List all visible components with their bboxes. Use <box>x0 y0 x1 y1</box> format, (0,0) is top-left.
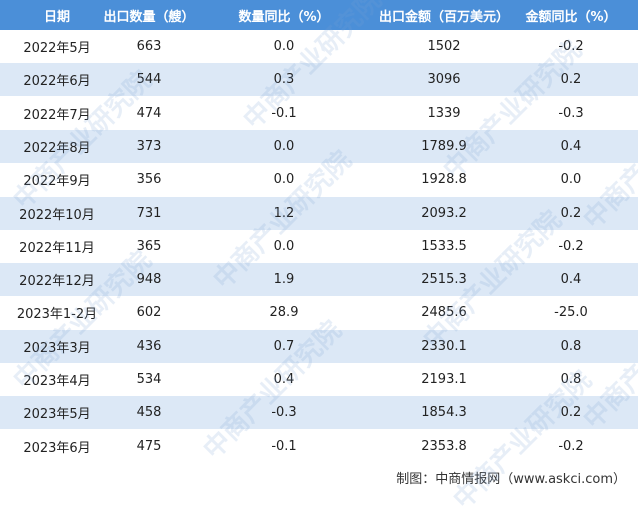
table-cell: 534 <box>136 372 162 387</box>
table-row: 2023年3月 436 0.7 2330.1 0.8 <box>0 329 638 363</box>
table-row: 2022年9月 356 0.0 1928.8 0.0 <box>0 163 638 196</box>
table-row: 2022年8月 373 0.0 1789.9 0.4 <box>0 129 638 163</box>
table-cell: 0.2 <box>560 72 582 88</box>
table-row: 2022年10月 731 1.2 2093.2 0.2 <box>0 196 638 230</box>
table-row: 2023年1-2月 602 28.9 2485.6 -25.0 <box>0 296 638 329</box>
table-cell: -0.1 <box>271 438 297 454</box>
table-cell: 0.0 <box>560 172 582 188</box>
table-cell: 0.4 <box>560 272 582 288</box>
table-cell: -0.2 <box>558 39 584 54</box>
table-cell: 544 <box>136 72 162 88</box>
table-cell: 474 <box>136 105 162 121</box>
table-cell: 2022年6月 <box>23 74 91 90</box>
table-cell: 0.2 <box>560 205 582 221</box>
table-cell: 2022年9月 <box>23 174 91 190</box>
table-cell: 0.4 <box>273 372 295 387</box>
table-cell: 731 <box>136 205 162 221</box>
table-cell: 602 <box>136 305 162 321</box>
table-cell: 0.8 <box>560 372 582 387</box>
table-cell: 0.7 <box>273 338 295 354</box>
table-cell: 2023年4月 <box>23 374 91 389</box>
table-cell: 2022年11月 <box>19 240 95 256</box>
table-cell: 0.0 <box>273 138 295 154</box>
table-cell: 373 <box>136 138 162 154</box>
table-cell: -0.2 <box>558 438 584 454</box>
table-cell: 356 <box>136 172 162 188</box>
header-cell: 金额同比（%） <box>525 9 617 25</box>
table-cell: 2022年10月 <box>19 207 95 223</box>
table-cell: -0.3 <box>271 405 297 421</box>
table-cell: 2023年3月 <box>23 340 91 356</box>
table-cell: 0.2 <box>560 405 582 421</box>
header-cell: 日期 <box>43 9 70 25</box>
table-row: 2022年7月 474 -0.1 1339 -0.3 <box>0 97 638 130</box>
table-cell: -0.1 <box>271 105 297 121</box>
table-row: 2023年6月 475 -0.1 2353.8 -0.2 <box>0 430 638 463</box>
table-cell: 0.0 <box>273 238 295 254</box>
table-cell: 948 <box>136 272 162 288</box>
table-cell: 2515.3 <box>421 272 467 288</box>
table-cell: 1339 <box>427 105 461 121</box>
table-cell: 1789.9 <box>421 138 467 154</box>
header-cell: 出口金额（百万美元） <box>379 9 510 25</box>
table-cell: 2353.8 <box>421 438 467 454</box>
table-cell: 2193.1 <box>421 372 467 387</box>
table-cell: 2330.1 <box>421 338 467 354</box>
table-cell: 2022年12月 <box>19 274 95 290</box>
table-cell: 0.4 <box>560 138 582 154</box>
table-row: 2023年5月 458 -0.3 1854.3 0.2 <box>0 396 638 430</box>
table-cell: 1854.3 <box>421 405 467 421</box>
table-cell: 2022年7月 <box>23 107 91 123</box>
table-row: 2022年6月 544 0.3 3096 0.2 <box>0 63 638 97</box>
table-cell: 1928.8 <box>421 172 467 188</box>
header-cell: 出口数量（艘） <box>103 9 195 25</box>
table-cell: 2023年5月 <box>23 407 91 423</box>
table-cell: 2022年8月 <box>23 140 91 156</box>
table-cell: 436 <box>136 338 162 354</box>
table-cell: 2023年1-2月 <box>16 307 98 323</box>
table-cell: 1.2 <box>273 205 295 221</box>
table-cell: 365 <box>136 238 162 254</box>
table-cell: 458 <box>136 405 162 421</box>
table-cell: 475 <box>136 438 162 454</box>
table-cell: 2023年6月 <box>23 440 91 456</box>
table-row: 2022年12月 948 1.9 2515.3 0.4 <box>0 263 638 297</box>
table-cell: 0.3 <box>273 72 295 88</box>
table-cell: 2485.6 <box>421 305 467 321</box>
header-row: 日期 出口数量（艘） 数量同比（%） 出口金额（百万美元） 金额同比（%） <box>0 0 638 30</box>
table-cell: 0.0 <box>273 172 295 188</box>
table-cell: 2022年5月 <box>23 41 91 56</box>
table-cell: 0.8 <box>560 338 582 354</box>
table-cell: 1.9 <box>273 272 295 288</box>
table-row: 2022年5月 663 0.0 1502 -0.2 <box>0 30 638 63</box>
footer: 制图：中商情报网（www.askci.com） <box>396 472 626 487</box>
table-cell: 1533.5 <box>421 238 467 254</box>
table-cell: -0.2 <box>558 238 584 254</box>
table-cell: 0.0 <box>273 39 295 54</box>
table-cell: -0.3 <box>558 105 584 121</box>
table-row: 2022年11月 365 0.0 1533.5 -0.2 <box>0 230 638 263</box>
table-cell: 663 <box>136 39 162 54</box>
table-row: 2023年4月 534 0.4 2193.1 0.8 <box>0 363 638 396</box>
table-cell: 2093.2 <box>421 205 467 221</box>
table-cell: -25.0 <box>554 305 588 321</box>
table-cell: 28.9 <box>269 305 299 321</box>
table-cell: 1502 <box>427 39 461 54</box>
table-cell: 3096 <box>427 72 461 88</box>
header-cell: 数量同比（%） <box>238 9 330 25</box>
